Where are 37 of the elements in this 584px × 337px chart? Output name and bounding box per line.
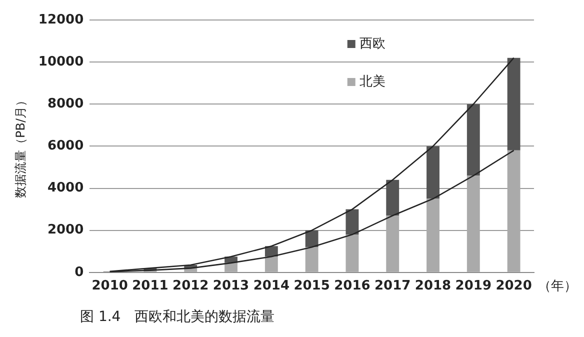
bar <box>224 262 238 272</box>
y-tick-label: 8000 <box>47 96 84 112</box>
x-tick-label: 2011 <box>132 278 168 294</box>
bar <box>305 247 318 272</box>
y-tick-label: 2000 <box>47 222 84 238</box>
y-tick-label: 10000 <box>38 54 84 70</box>
y-tick-label: 0 <box>74 264 84 280</box>
x-tick-label: 2015 <box>294 278 330 294</box>
x-axis-title: （年） <box>538 278 577 294</box>
x-tick-label: 2019 <box>455 278 492 294</box>
bar <box>346 209 359 235</box>
y-tick-label: 4000 <box>47 180 84 196</box>
bar <box>386 216 400 272</box>
bar <box>426 198 440 272</box>
x-tick-label: 2014 <box>253 278 290 294</box>
y-tick-label: 6000 <box>47 138 84 154</box>
x-tick-label: 2017 <box>374 278 411 294</box>
legend-label: 北美 <box>359 73 386 90</box>
bar <box>426 146 440 199</box>
x-tick-label: 2020 <box>496 278 532 294</box>
caption: 图 1.4 西欧和北美的数据流量 <box>80 308 275 326</box>
bar <box>346 234 359 272</box>
bar <box>305 230 318 248</box>
x-tick-label: 2012 <box>172 278 209 294</box>
x-tick-label: 2016 <box>334 278 370 294</box>
y-tick-label: 12000 <box>38 12 84 28</box>
bar <box>507 150 520 272</box>
bar <box>466 176 480 272</box>
bar <box>466 104 480 176</box>
x-tick-label: 2010 <box>92 278 128 294</box>
x-tick-label: 2018 <box>414 278 452 294</box>
x-tick-label: 2013 <box>212 278 250 294</box>
bar <box>507 58 520 150</box>
bar <box>264 256 278 272</box>
y-axis-title: 数据流量（PB/月） <box>13 94 28 198</box>
bar <box>386 180 400 216</box>
legend-label: 西欧 <box>359 36 386 52</box>
